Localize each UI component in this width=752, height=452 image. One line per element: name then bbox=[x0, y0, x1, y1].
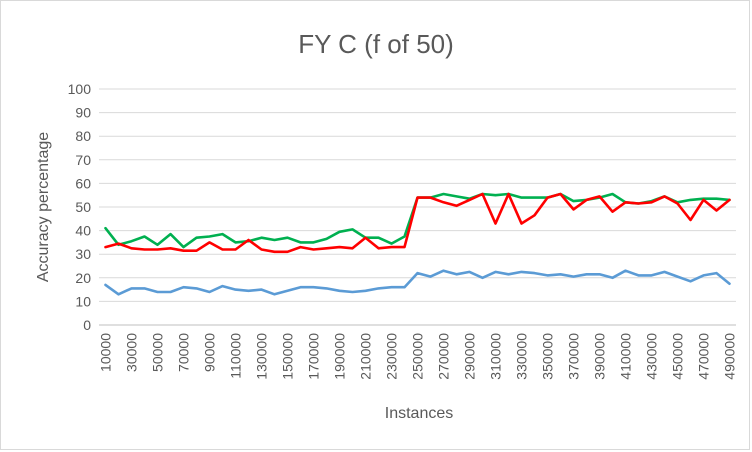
x-tick-label: 450000 bbox=[670, 333, 686, 380]
x-tick-label: 430000 bbox=[644, 333, 660, 380]
x-tick-label: 10000 bbox=[98, 333, 114, 372]
x-tick-label: 310000 bbox=[488, 333, 504, 380]
y-axis-label: Accuracy percentage bbox=[35, 132, 52, 282]
y-tick-label: 80 bbox=[75, 128, 91, 144]
x-tick-label: 490000 bbox=[722, 333, 738, 380]
series-layer bbox=[104, 192, 731, 296]
x-tick-label: 470000 bbox=[696, 333, 712, 380]
y-tick-label: 70 bbox=[75, 152, 91, 168]
series-line-3 bbox=[104, 269, 731, 296]
x-tick-label: 90000 bbox=[202, 333, 218, 372]
x-axis-label: Instances bbox=[385, 405, 453, 422]
x-tick-label: 270000 bbox=[436, 333, 452, 380]
x-tick-label: 110000 bbox=[228, 333, 244, 379]
x-tick-label: 410000 bbox=[618, 333, 634, 380]
y-tick-label: 20 bbox=[75, 270, 91, 286]
chart-title: FY C (f of 50) bbox=[298, 29, 454, 59]
x-tick-label: 30000 bbox=[124, 333, 140, 372]
y-tick-labels: 0 10 20 30 40 50 60 70 80 90 100 bbox=[68, 81, 92, 333]
x-tick-label: 330000 bbox=[514, 333, 530, 380]
x-tick-label: 130000 bbox=[254, 333, 270, 380]
x-tick-label: 150000 bbox=[280, 333, 296, 380]
y-tick-label: 90 bbox=[75, 105, 91, 121]
y-tick-label: 10 bbox=[75, 293, 91, 309]
x-tick-label: 230000 bbox=[384, 333, 400, 380]
x-tick-label: 170000 bbox=[306, 333, 322, 380]
grid-layer bbox=[99, 88, 736, 326]
x-tick-label: 350000 bbox=[540, 333, 556, 380]
y-tick-label: 50 bbox=[75, 199, 91, 215]
x-tick-label: 190000 bbox=[332, 333, 348, 380]
x-tick-label: 50000 bbox=[150, 333, 166, 372]
y-tick-label: 0 bbox=[83, 317, 91, 333]
y-tick-label: 40 bbox=[75, 223, 91, 239]
x-tick-label: 70000 bbox=[176, 333, 192, 372]
x-tick-label: 370000 bbox=[566, 333, 582, 380]
y-tick-label: 60 bbox=[75, 175, 91, 191]
x-tick-label: 210000 bbox=[358, 333, 374, 380]
x-tick-labels: 10000 30000 50000 70000 90000 110000 130000 150… bbox=[98, 333, 738, 380]
series-line-2 bbox=[104, 192, 731, 254]
x-tick-label: 290000 bbox=[462, 333, 478, 380]
x-tick-label: 250000 bbox=[410, 333, 426, 380]
y-tick-label: 100 bbox=[68, 81, 92, 97]
y-tick-label: 30 bbox=[75, 246, 91, 262]
x-tick-label: 390000 bbox=[592, 333, 608, 380]
